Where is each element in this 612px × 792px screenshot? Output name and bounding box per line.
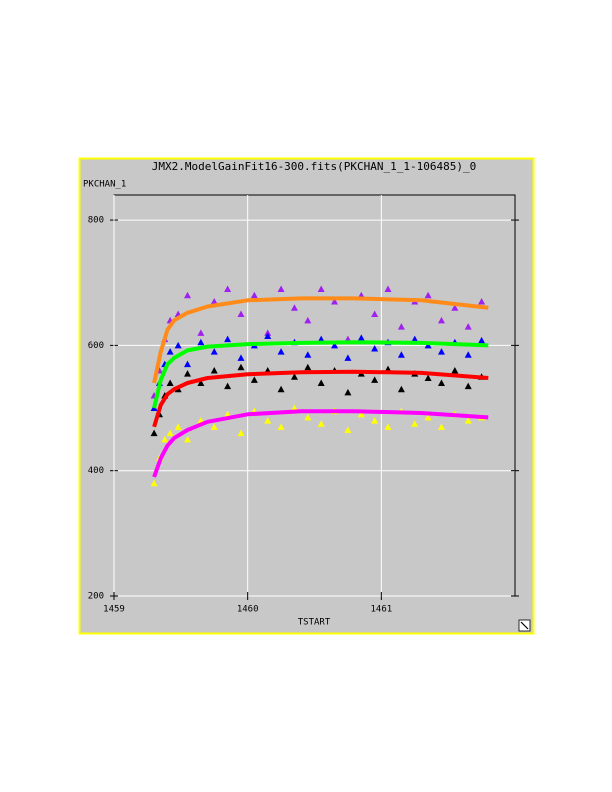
data-point (397, 385, 405, 393)
y-tick-label: 600 (88, 341, 104, 351)
data-point (150, 429, 158, 437)
data-point (304, 316, 312, 324)
data-point (290, 404, 298, 412)
data-point (150, 479, 158, 487)
data-point (237, 310, 245, 318)
data-point (317, 335, 325, 343)
data-point (304, 363, 312, 371)
data-point (424, 291, 432, 299)
data-point (411, 420, 419, 427)
data-point (424, 413, 432, 421)
x-tick-label: 1459 (103, 605, 125, 615)
y-tick-label: 800 (88, 216, 104, 226)
data-point (384, 285, 392, 292)
data-point (237, 429, 245, 437)
data-point (304, 351, 312, 358)
data-point (451, 304, 459, 311)
data-point (264, 417, 272, 424)
data-point (331, 341, 339, 349)
data-point (277, 285, 285, 292)
data-point (357, 334, 365, 341)
fit-line (152, 369, 489, 428)
resize-icon[interactable] (518, 619, 531, 632)
data-point (424, 374, 432, 381)
data-point (304, 413, 312, 421)
data-point (210, 423, 218, 430)
data-point (371, 417, 379, 424)
data-point (184, 370, 192, 377)
y-tick-label: 200 (88, 592, 104, 602)
data-point (210, 366, 218, 374)
data-point (237, 363, 245, 371)
data-point (478, 336, 486, 344)
data-point (437, 379, 445, 386)
data-point (331, 298, 339, 305)
data-point (250, 376, 258, 383)
fit-line (152, 340, 489, 409)
data-point (184, 435, 192, 443)
data-point (411, 335, 419, 343)
data-point (317, 285, 325, 292)
resize-arrow[interactable] (520, 621, 529, 630)
data-point (224, 335, 232, 343)
data-point (464, 417, 472, 424)
data-point (290, 304, 298, 311)
data-point (437, 316, 445, 324)
chart-title: JMX2.ModelGainFit16-300.fits(PKCHAN_1_1-… (152, 160, 477, 173)
data-point (197, 379, 205, 386)
data-point (184, 291, 192, 299)
data-point (397, 351, 405, 358)
data-point (166, 348, 174, 355)
y-tick-label: 400 (88, 466, 104, 476)
data-point (290, 373, 298, 380)
data-point (277, 423, 285, 430)
fit-line (152, 409, 489, 478)
data-point (224, 285, 232, 292)
fit-line (152, 296, 489, 384)
x-tick-label: 1460 (237, 605, 259, 615)
data-point (478, 298, 486, 305)
data-point (464, 382, 472, 390)
data-point (210, 298, 218, 305)
data-point (397, 323, 405, 330)
data-point (210, 348, 218, 355)
data-point (371, 345, 379, 352)
data-point (264, 332, 272, 339)
data-point (384, 423, 392, 430)
data-point (344, 354, 352, 361)
data-point (317, 420, 325, 427)
data-point (317, 379, 325, 386)
panel (78, 157, 535, 635)
y-axis-label: PKCHAN_1 (83, 180, 126, 190)
data-point (344, 388, 352, 396)
data-point (184, 360, 192, 368)
data-point (166, 379, 174, 386)
data-point (277, 385, 285, 393)
data-point (237, 354, 245, 361)
x-axis-label: TSTART (298, 618, 331, 628)
data-point (250, 291, 258, 299)
data-point (166, 429, 174, 437)
data-point (464, 323, 472, 330)
data-point (437, 348, 445, 355)
data-point (174, 423, 182, 430)
data-point (174, 341, 182, 349)
data-point (371, 310, 379, 318)
data-point (344, 426, 352, 433)
data-point (224, 410, 232, 418)
data-point (161, 435, 169, 443)
data-point (371, 376, 379, 383)
data-point (224, 382, 232, 390)
x-tick-label: 1461 (370, 605, 392, 615)
data-point (437, 423, 445, 430)
data-point (277, 348, 285, 355)
data-point (451, 366, 459, 374)
data-point (197, 338, 205, 346)
data-point (197, 329, 205, 336)
data-point (357, 410, 365, 418)
data-point (464, 351, 472, 358)
